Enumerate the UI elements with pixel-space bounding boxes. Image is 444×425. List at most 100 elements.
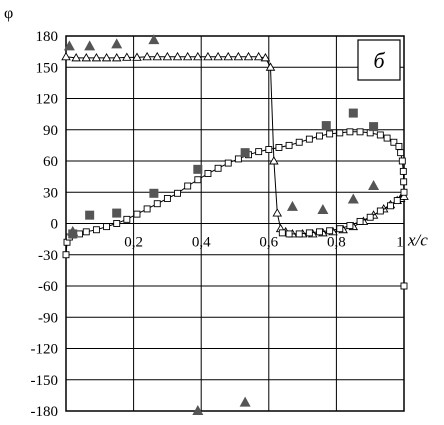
data-point [142, 51, 152, 61]
data-point [61, 51, 71, 61]
y-tick-label: -60 [38, 279, 58, 295]
x-tick-label: 0,2 [124, 235, 143, 251]
data-point [182, 51, 193, 61]
data-point [390, 138, 398, 146]
y-tick-label: -30 [38, 248, 58, 264]
y-tick-label: 150 [36, 60, 59, 76]
y-tick-label: 30 [43, 185, 58, 201]
data-point [285, 141, 293, 149]
data-point [305, 135, 313, 143]
data-point [84, 40, 96, 51]
data-point [163, 195, 171, 202]
data-point [233, 51, 244, 61]
data-point [112, 208, 122, 218]
data-point [123, 215, 131, 223]
data-point [76, 230, 83, 238]
x-tick-label: 0,6 [259, 235, 278, 251]
data-point [143, 205, 151, 213]
data-point [387, 202, 394, 210]
data-point [347, 193, 359, 204]
data-point [346, 128, 354, 136]
data-point [184, 182, 192, 190]
series-layer [61, 34, 409, 415]
data-point [400, 188, 408, 196]
data-point [214, 164, 222, 172]
data-point [193, 164, 203, 174]
data-point [85, 210, 95, 220]
panel-label: б [373, 48, 385, 73]
data-point [265, 62, 276, 71]
data-point [92, 226, 100, 234]
data-point [223, 51, 234, 61]
data-point [295, 230, 303, 238]
data-point [383, 134, 391, 142]
data-point [243, 51, 254, 61]
data-point [172, 51, 183, 61]
x-axis-title: x/c [407, 231, 428, 250]
panel-label-box: б [357, 39, 401, 81]
y-axis-title: φ [4, 5, 13, 22]
data-point [265, 146, 273, 153]
data-point [111, 38, 123, 49]
data-point [255, 148, 263, 156]
y-tick-label: -120 [31, 342, 59, 358]
data-point [253, 51, 264, 61]
series-3 [68, 108, 379, 239]
data-point [122, 52, 132, 61]
data-point [234, 155, 242, 163]
data-point [397, 149, 405, 157]
y-tick-label: -150 [31, 373, 59, 389]
data-point [336, 225, 344, 233]
data-point [101, 52, 112, 62]
data-point [162, 51, 173, 61]
data-point [326, 227, 334, 235]
data-point [285, 230, 293, 238]
data-point [305, 229, 313, 237]
data-point [81, 52, 92, 62]
data-point [399, 191, 409, 200]
data-point [400, 282, 408, 290]
data-point [336, 129, 344, 137]
data-point [224, 159, 232, 167]
data-point [321, 121, 331, 131]
data-point [193, 51, 203, 61]
y-tick-label: -90 [38, 310, 58, 326]
data-point [240, 148, 250, 158]
data-point [346, 222, 354, 230]
data-point [398, 157, 406, 165]
x-tick-label: 0,8 [327, 235, 346, 251]
data-point [153, 200, 161, 208]
data-point [395, 142, 403, 150]
data-point [376, 131, 384, 139]
data-point [275, 144, 283, 151]
data-point [149, 188, 159, 198]
y-tick-label: 180 [36, 29, 59, 45]
data-point [71, 52, 81, 62]
x-tick-labels: 0,2 0,4 0,6 0,8 1 [124, 235, 404, 251]
y-tick-label: 120 [36, 92, 59, 108]
data-point [194, 176, 202, 184]
data-point [113, 220, 121, 227]
data-point [356, 217, 364, 225]
data-point [295, 138, 303, 146]
data-point [269, 156, 279, 165]
y-tick-label: 60 [43, 154, 58, 170]
series-line [65, 131, 405, 255]
data-point [400, 178, 408, 186]
data-point [326, 130, 334, 138]
data-point [111, 52, 122, 62]
data-point [239, 396, 251, 407]
data-point [286, 200, 298, 211]
data-point [278, 229, 286, 237]
data-point [369, 122, 379, 132]
data-point [148, 34, 160, 45]
data-point [203, 51, 213, 61]
data-point [376, 207, 384, 215]
data-point [356, 128, 364, 136]
panel-label-frame [357, 39, 401, 81]
data-point [132, 52, 142, 61]
data-point [399, 167, 407, 175]
data-point [133, 210, 141, 218]
data-point [316, 132, 323, 140]
